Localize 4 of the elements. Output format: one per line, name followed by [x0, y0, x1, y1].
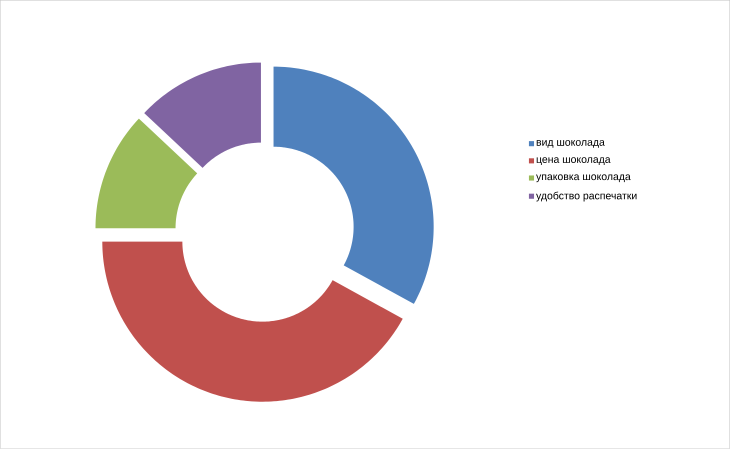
legend-label: вид шоколада — [536, 140, 605, 148]
legend-label: цена шоколада — [536, 157, 611, 166]
legend-label: удобство распечатки — [536, 192, 636, 202]
legend-label: упаковка шоколада — [536, 174, 631, 182]
